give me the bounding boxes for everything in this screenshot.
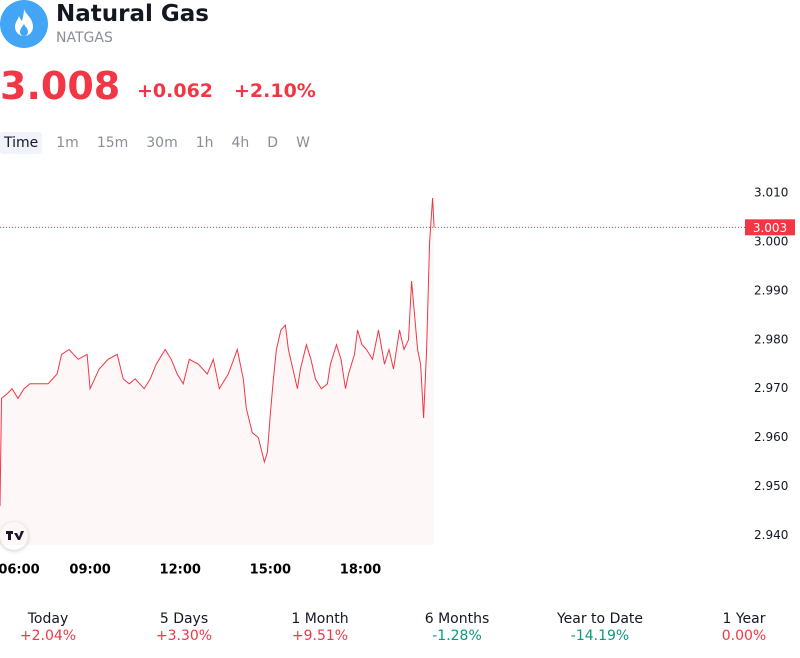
timeframe-button[interactable]: D [267, 135, 279, 151]
timeframe-button[interactable]: 30m [146, 135, 178, 151]
performance-item[interactable]: 1 Year 0.00% [674, 611, 800, 644]
performance-item[interactable]: Year to Date -14.19% [530, 611, 670, 644]
last-price-box [745, 219, 795, 236]
performance-value: +3.30% [155, 628, 213, 644]
y-tick-label: 2.980 [754, 332, 788, 346]
y-tick-label: 2.950 [754, 479, 788, 493]
performance-label: 5 Days [159, 611, 209, 627]
performance-label: Today [27, 611, 69, 627]
symbol: NATGAS [56, 30, 113, 46]
y-tick-label: 3.000 [754, 234, 788, 248]
performance-value: -14.19% [570, 628, 630, 644]
y-tick-label: 2.970 [754, 381, 788, 395]
performance-value: +2.04% [19, 628, 77, 644]
performance-item[interactable]: 6 Months -1.28% [387, 611, 527, 644]
title: Natural Gas [56, 1, 209, 27]
performance-value: -1.28% [432, 628, 482, 644]
x-tick-label: 06:00 [0, 563, 40, 578]
timeframe-button[interactable]: 15m [96, 135, 129, 151]
performance-value: 0.00% [721, 628, 767, 644]
performance-label: 1 Month [291, 611, 349, 627]
last-price-label: 3.003 [753, 221, 787, 235]
timeframe-button[interactable]: W [296, 135, 310, 151]
price-change-percent: +2.10% [234, 80, 316, 102]
performance-label: 1 Year [722, 611, 766, 627]
performance-label: 6 Months [424, 611, 490, 627]
performance-item[interactable]: Today +2.04% [0, 611, 118, 644]
y-tick-label: 3.010 [754, 186, 788, 200]
performance-label: Year to Date [556, 611, 644, 627]
x-tick-label: 15:00 [250, 563, 291, 578]
timeframe-button[interactable]: 4h [231, 135, 250, 151]
performance-item[interactable]: 5 Days +3.30% [114, 611, 254, 644]
timeframe-button[interactable]: Time [0, 132, 43, 154]
area-fill [0, 198, 435, 545]
x-tick-label: 18:00 [340, 563, 381, 578]
price-line [0, 197, 435, 507]
tv-logo [0, 522, 28, 550]
performance-value: +9.51% [291, 628, 349, 644]
performance-item[interactable]: 1 Month +9.51% [250, 611, 390, 644]
y-tick-label: 2.940 [754, 528, 788, 542]
y-tick-label: 2.960 [754, 430, 788, 444]
chart: 2.940 2.950 2.960 2.970 2.980 2.990 3.000 3.010… [0, 186, 795, 578]
y-tick-label: 2.990 [754, 283, 788, 297]
timeframe-button[interactable]: 1m [56, 135, 79, 151]
x-tick-label: 12:00 [160, 563, 201, 578]
asset-icon [0, 0, 48, 48]
x-tick-label: 09:00 [69, 563, 110, 578]
price: 3.008 [0, 64, 121, 108]
timeframe-button[interactable]: 1h [195, 135, 214, 151]
price-change: +0.062 [137, 80, 214, 102]
timeframe-bar: Time 1m 15m 30m 1h 4h D W [0, 132, 324, 154]
